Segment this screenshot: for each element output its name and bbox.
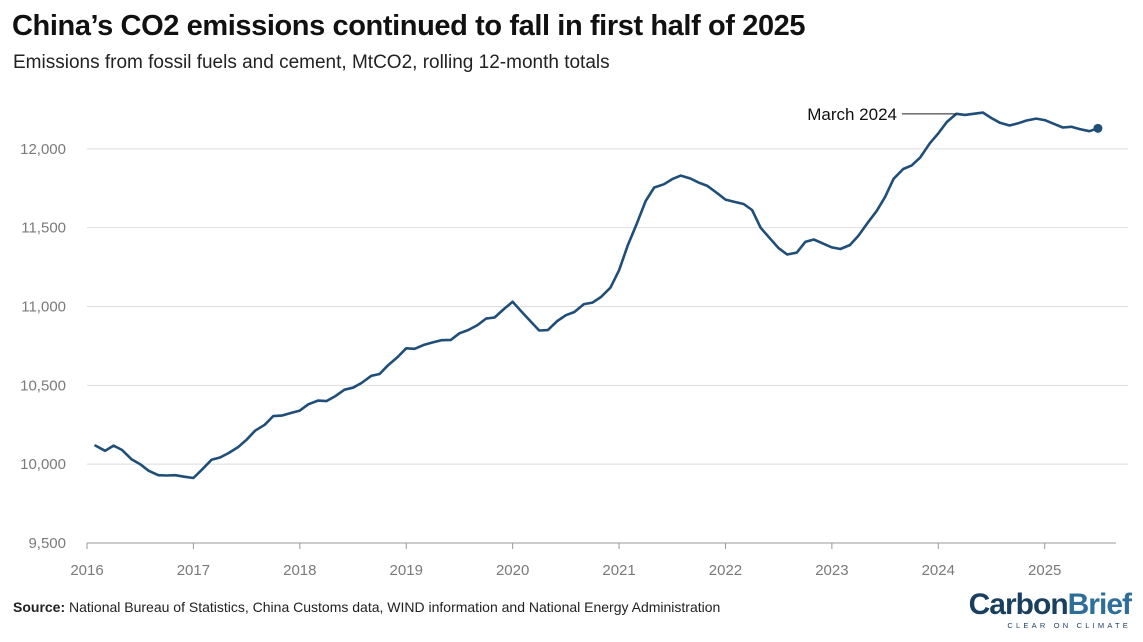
chart-title: China’s CO2 emissions continued to fall … xyxy=(12,10,806,42)
x-tick-label: 2017 xyxy=(177,562,210,579)
logo-wordmark: CarbonBrief xyxy=(968,588,1132,621)
annotation-layer: March 2024 xyxy=(807,105,957,124)
logo-carbon-text: Carbon xyxy=(968,588,1069,621)
emissions-series-line xyxy=(94,111,1100,480)
series-layer xyxy=(94,111,1103,480)
x-tick-label: 2021 xyxy=(602,562,635,579)
y-tick-label: 9,500 xyxy=(28,535,66,552)
x-tick-label: 2025 xyxy=(1028,562,1061,579)
end-point-marker xyxy=(1093,123,1103,133)
carbonbrief-logo: CarbonBrief CLEAR ON CLIMATE xyxy=(968,588,1132,631)
chart-subtitle: Emissions from fossil fuels and cement, … xyxy=(13,52,610,73)
x-tick-label: 2018 xyxy=(283,562,316,579)
line-chart: 9,500 10,000 10,500 11,000 11,500 12,000 2016… xyxy=(20,105,1128,579)
x-tick-label: 2020 xyxy=(496,562,529,579)
x-tick-label: 2024 xyxy=(922,562,955,579)
y-tick-label: 11,000 xyxy=(21,299,66,316)
x-tick-label: 2023 xyxy=(815,562,848,579)
source-note: Source: National Bureau of Statistics, C… xyxy=(13,599,720,615)
gridlines xyxy=(87,148,1128,465)
source-label: Source: xyxy=(13,599,66,615)
x-tick-label: 2022 xyxy=(709,562,742,579)
y-axis-tick-labels: 9,500 10,000 10,500 11,000 11,500 12,000 xyxy=(20,141,66,552)
logo-tagline: CLEAR ON CLIMATE xyxy=(1007,621,1131,630)
annotation-label: March 2024 xyxy=(807,105,897,124)
x-axis: 2016 2017 2018 2019 2020 2021 2022 2023 2024 2025 xyxy=(70,542,1116,579)
logo-brief-text: Brief xyxy=(1067,588,1132,621)
source-text: National Bureau of Statistics, China Cus… xyxy=(69,599,721,615)
x-tick-label: 2016 xyxy=(70,562,103,579)
y-tick-label: 10,000 xyxy=(20,456,66,473)
y-tick-label: 12,000 xyxy=(20,141,66,158)
y-tick-label: 11,500 xyxy=(21,220,66,237)
y-tick-label: 10,500 xyxy=(20,377,66,394)
x-tick-label: 2019 xyxy=(390,562,423,579)
